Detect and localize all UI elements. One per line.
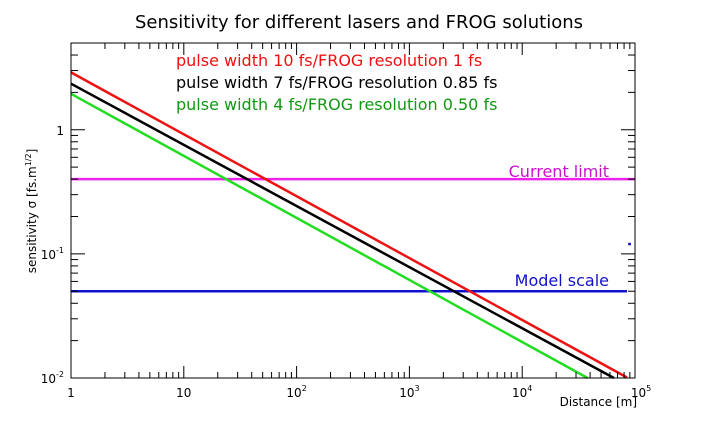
x-tick-label: 1 <box>67 386 75 400</box>
plot-frame <box>70 42 636 379</box>
legend-entry-1: pulse width 10 fs/FROG resolution 1 fs <box>176 51 482 70</box>
legend: pulse width 10 fs/FROG resolution 1 fs p… <box>176 51 497 114</box>
x-tick-label: 10 <box>176 386 191 400</box>
y-axis-label-close: ] <box>25 149 39 154</box>
chart-title: Sensitivity for different lasers and FRO… <box>135 12 583 33</box>
plot-lines <box>70 71 635 380</box>
x-tick-label: 104 <box>512 384 532 400</box>
current-limit-label: Current limit <box>509 162 609 181</box>
y-axis-ticks: 10-2 10-1 1 <box>41 42 635 386</box>
series-line-3 <box>70 92 589 380</box>
y-axis-label-main: sensitivity σ [fs.m <box>25 166 39 273</box>
x-tick-label: 103 <box>399 384 419 400</box>
x-axis-ticks: 1 10 102 103 104 105 <box>67 43 651 400</box>
y-tick-label: 10-2 <box>41 370 64 386</box>
series-line-1 <box>70 71 628 379</box>
x-tick-label: 105 <box>631 384 651 400</box>
model-scale-label: Model scale <box>515 271 609 290</box>
x-tick-label: 102 <box>286 384 306 400</box>
y-axis-label-exponent: 1/2 <box>24 153 33 166</box>
x-axis-label: Distance [m] <box>560 395 637 409</box>
legend-entry-3: pulse width 4 fs/FROG resolution 0.50 fs <box>176 95 497 114</box>
series-line-2 <box>70 82 615 380</box>
legend-entry-2: pulse width 7 fs/FROG resolution 0.85 fs <box>176 73 497 92</box>
y-tick-label: 1 <box>56 124 64 138</box>
y-tick-label: 10-1 <box>41 246 64 262</box>
y-axis-label: sensitivity σ [fs.m1/2] <box>24 149 39 274</box>
